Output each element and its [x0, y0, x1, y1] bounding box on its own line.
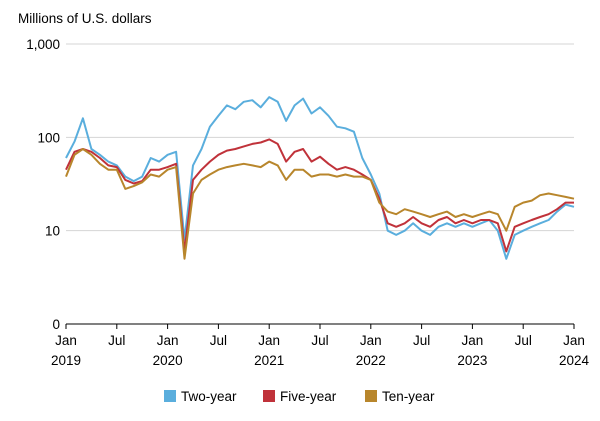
x-tick-label: Jan [258, 333, 280, 348]
x-tick-year-label: 2022 [356, 353, 386, 368]
x-tick-label: Jan [462, 333, 484, 348]
x-tick-year-label: 2020 [153, 353, 183, 368]
x-tick-year-label: 2019 [51, 353, 81, 368]
y-tick-label: 10 [45, 224, 60, 239]
y-axis-unit-label: Millions of U.S. dollars [18, 11, 152, 26]
x-tick-year-label: 2023 [457, 353, 487, 368]
y-tick-label: 1,000 [26, 37, 60, 52]
x-tick-label: Jan [360, 333, 382, 348]
y-tick-label: 100 [37, 130, 60, 145]
series-lines [65, 96, 575, 260]
series-line-ten-year [65, 148, 575, 260]
x-tick-label: Jul [210, 333, 227, 348]
x-tick-year-label: 2024 [559, 353, 590, 368]
x-tick-label: Jan [563, 333, 585, 348]
x-tick-year-label: 2021 [254, 353, 284, 368]
x-tick-label: Jul [515, 333, 532, 348]
x-tick-label: Jan [55, 333, 77, 348]
legend-swatch [365, 390, 377, 402]
series-line-five-year [65, 138, 574, 253]
x-tick-label: Jul [108, 333, 125, 348]
legend-label: Five-year [280, 389, 337, 404]
legend-swatch [164, 390, 176, 402]
y-tick-label: 0 [52, 317, 60, 332]
x-axis-ticks: Jan 2019 Jul Jan 2020 Jul Jan 2021 Jul Jan 2022 Jul… [51, 324, 590, 368]
legend-label: Two-year [181, 389, 237, 404]
x-tick-label: Jan [157, 333, 179, 348]
y-axis-ticks: 0 10 100 1,000 [26, 37, 60, 332]
legend-swatch [263, 390, 275, 402]
legend: Two-year Five-year Ten-year [164, 389, 435, 404]
gridlines [66, 43, 574, 325]
x-tick-label: Jul [311, 333, 328, 348]
series-line-two-year [65, 96, 575, 260]
legend-label: Ten-year [382, 389, 435, 404]
x-tick-label: Jul [413, 333, 430, 348]
